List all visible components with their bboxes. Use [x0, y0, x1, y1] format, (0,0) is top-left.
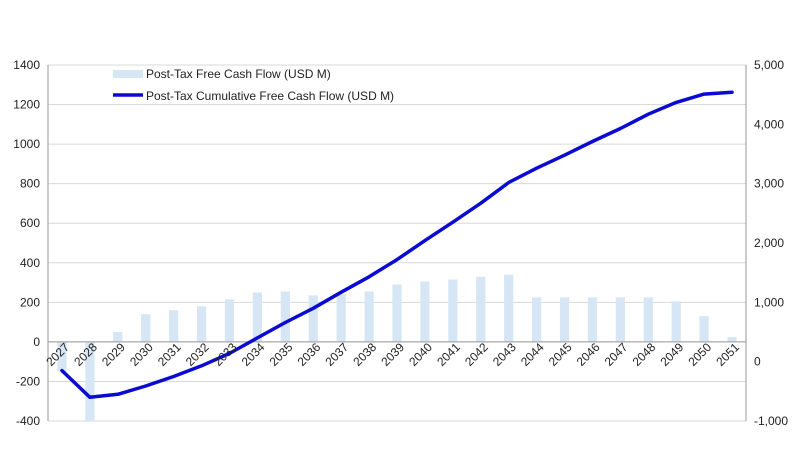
x-tick-label: 2041	[434, 340, 463, 369]
legend: Post-Tax Free Cash Flow (USD M) Post-Tax…	[113, 67, 394, 103]
y-tick-label: 1000	[13, 137, 40, 151]
x-tick-label: 2031	[155, 340, 184, 369]
bar	[336, 294, 346, 342]
bar	[420, 281, 430, 342]
bar	[57, 341, 67, 372]
bar	[504, 274, 514, 342]
bar	[643, 297, 653, 342]
x-tick-label: 2038	[350, 340, 379, 369]
x-tick-label: 2050	[685, 340, 714, 369]
x-tick-label: 2047	[602, 340, 631, 369]
bar	[615, 297, 625, 342]
bar	[280, 291, 290, 342]
y-tick-label: 1200	[13, 98, 40, 112]
y-tick-label: 600	[20, 216, 40, 230]
bar-series	[57, 274, 737, 421]
x-tick-label: 2044	[518, 340, 547, 369]
bar	[308, 295, 318, 342]
x-tick-label: 2030	[127, 340, 156, 369]
left-axis-ticks: -400 -200 0 200 400 600 800 1000 1200 1400	[13, 58, 40, 428]
x-tick-label: 2045	[546, 340, 575, 369]
y-tick-label: 400	[20, 256, 40, 270]
bar	[141, 314, 151, 342]
bar	[699, 316, 709, 342]
y2-tick-label: 1,000	[754, 295, 784, 309]
y-tick-label: 0	[33, 335, 40, 349]
x-tick-label: 2035	[267, 340, 296, 369]
x-tick-label: 2029	[99, 340, 128, 369]
bar	[252, 292, 263, 342]
bar	[531, 297, 542, 342]
x-tick-label: 2049	[658, 340, 687, 369]
y-tick-label: -400	[16, 414, 40, 428]
bar	[224, 299, 235, 342]
bar	[476, 276, 486, 342]
bar	[671, 301, 681, 342]
axes	[47, 65, 747, 421]
x-tick-label: 2043	[490, 340, 519, 369]
bar	[392, 284, 402, 342]
bar	[85, 341, 95, 421]
x-tick-label: 2046	[574, 340, 603, 369]
y2-tick-label: -1,000	[754, 414, 788, 428]
y-tick-label: -200	[16, 374, 40, 388]
x-axis-ticks: 2027 2028 2029 2030 2031 2032 2033 2034 2035 2036…	[43, 340, 742, 369]
bar	[587, 297, 598, 342]
bar	[364, 291, 374, 342]
bar	[196, 306, 207, 342]
y-tick-label: 1400	[13, 58, 40, 72]
x-tick-label: 2033	[211, 340, 240, 369]
y2-tick-label: 5,000	[754, 58, 784, 72]
cumulative-line	[60, 90, 734, 400]
bar	[559, 297, 570, 342]
bar	[169, 310, 179, 342]
x-tick-label: 2048	[630, 340, 659, 369]
y-tick-label: 800	[20, 177, 40, 191]
line-series	[60, 90, 734, 400]
legend-swatch-bar	[113, 70, 143, 78]
right-axis-ticks: -1,000 0 1,000 2,000 3,000 4,000 5,000	[754, 58, 788, 428]
y2-tick-label: 0	[754, 355, 761, 369]
bar	[113, 332, 123, 342]
x-tick-label: 2036	[295, 340, 324, 369]
y-tick-label: 200	[20, 295, 40, 309]
x-tick-label: 2037	[322, 340, 351, 369]
legend-label-line: Post-Tax Cumulative Free Cash Flow (USD …	[146, 89, 394, 103]
y2-tick-label: 2,000	[754, 236, 784, 250]
bar	[727, 336, 737, 342]
y2-tick-label: 4,000	[754, 117, 784, 131]
bar	[448, 279, 458, 342]
x-tick-label: 2040	[406, 340, 435, 369]
legend-label-bar: Post-Tax Free Cash Flow (USD M)	[146, 67, 331, 81]
x-tick-label: 2051	[713, 340, 742, 369]
x-tick-label: 2042	[462, 340, 491, 369]
x-tick-label: 2039	[378, 340, 407, 369]
y2-tick-label: 3,000	[754, 177, 784, 191]
